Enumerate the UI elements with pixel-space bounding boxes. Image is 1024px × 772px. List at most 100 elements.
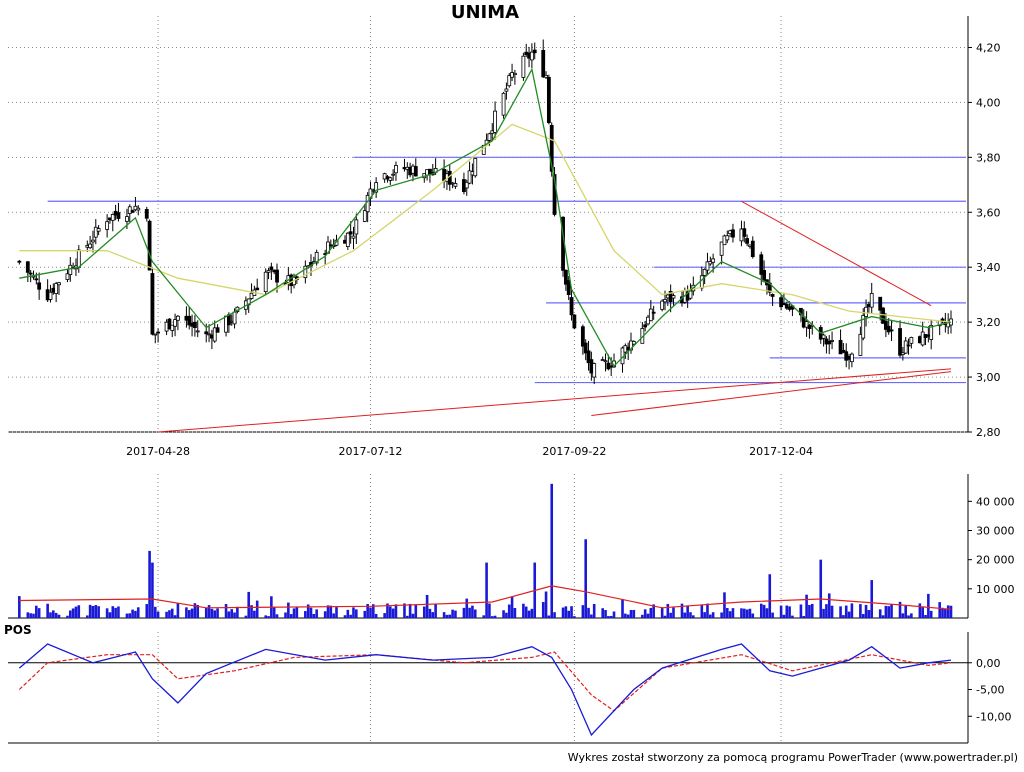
volume-bar (564, 606, 568, 618)
pos-line (18, 643, 952, 737)
ma-short-line (19, 67, 952, 368)
volume-bar (505, 612, 508, 618)
candle-body (898, 328, 902, 356)
volume-bar (502, 610, 505, 618)
volume-bar (944, 608, 947, 618)
y-tick-label: 4,00 (976, 96, 1001, 109)
volume-bar (652, 604, 655, 618)
volume-bar (284, 612, 287, 618)
candle-body (314, 251, 319, 264)
volume-bar (136, 607, 140, 618)
volume-bar (842, 615, 845, 618)
volume-bar (445, 614, 449, 618)
volume-bar (751, 613, 755, 618)
volume-bar (703, 612, 706, 618)
volume-bar (108, 612, 112, 618)
volume-bar (448, 614, 452, 618)
candle-body (76, 249, 81, 268)
y-tick-label: 3,60 (976, 206, 1001, 219)
volume-bar (663, 615, 667, 618)
candle-body (130, 210, 135, 213)
volume-bar (264, 615, 267, 618)
candle-body (886, 325, 891, 333)
candle-body (552, 174, 557, 215)
candle-body (858, 333, 863, 356)
volume-bar (728, 611, 732, 618)
volume-bar (335, 607, 338, 618)
candle-body (580, 326, 585, 347)
volume-bar (680, 603, 684, 618)
volume-bar (35, 605, 38, 618)
volume-bar (312, 613, 316, 618)
candle-body (864, 306, 868, 317)
candle-body (900, 352, 905, 355)
candle-body (566, 280, 571, 295)
candle-body (232, 311, 237, 325)
candle-body (869, 293, 874, 308)
candle-body (906, 344, 911, 347)
volume-bar (369, 607, 372, 618)
candle-body (173, 319, 177, 327)
candle-body (110, 213, 115, 221)
volume-bar (224, 604, 228, 618)
candle-body (467, 170, 472, 184)
candle-body (195, 330, 200, 333)
volume-bar (128, 613, 132, 618)
candle-body (144, 209, 149, 219)
volume-bar (148, 550, 151, 618)
volume-bar (408, 603, 412, 618)
volume-bar (921, 607, 924, 618)
candle-body (569, 297, 574, 316)
volume-bar (18, 596, 21, 618)
volume-bar (881, 615, 885, 618)
volume-bar (352, 607, 355, 618)
volume-bar (904, 605, 907, 618)
volume-bar (37, 608, 41, 618)
volume-bar (941, 607, 944, 618)
candle-body (493, 110, 497, 133)
volume-bar (204, 607, 208, 618)
volume-bar (493, 615, 497, 618)
candle-body (127, 206, 132, 214)
candle-body (374, 182, 379, 193)
candle-body (54, 283, 59, 294)
volume-bar (890, 603, 893, 618)
volume-bar (287, 602, 290, 618)
volume-bar (590, 614, 593, 618)
volume-bar (210, 608, 214, 618)
candle-body (600, 359, 605, 361)
volume-bar (462, 607, 466, 618)
volume-bar (822, 608, 825, 618)
candle-body (68, 264, 73, 275)
candle-body (745, 238, 750, 244)
candle-body (275, 269, 279, 283)
volume-bar (609, 615, 613, 618)
volume-bar (485, 562, 488, 618)
candle-body (473, 158, 478, 177)
candle-body (303, 265, 308, 279)
volume-bar (389, 606, 392, 618)
volume-bar (165, 611, 168, 618)
volume-bar (626, 614, 630, 618)
volume-bar (768, 574, 772, 618)
volume-bar (646, 613, 650, 618)
candle-body (861, 315, 866, 339)
volume-bar (720, 612, 723, 618)
volume-bar (329, 605, 333, 618)
candle-body (881, 307, 885, 324)
volume-y-tick-label: 30 000 (976, 525, 1015, 538)
volume-bar (187, 610, 191, 618)
volume-bar (765, 608, 769, 618)
candle-body (116, 212, 121, 219)
candle-body (544, 74, 548, 78)
volume-bar (374, 613, 378, 618)
candle-body (34, 278, 39, 281)
volume-bar (561, 607, 565, 618)
y-tick-label: 3,80 (976, 151, 1001, 164)
candle-body (779, 297, 783, 308)
volume-bar (85, 615, 89, 618)
candle-body (529, 51, 534, 61)
candle-body (96, 228, 101, 232)
